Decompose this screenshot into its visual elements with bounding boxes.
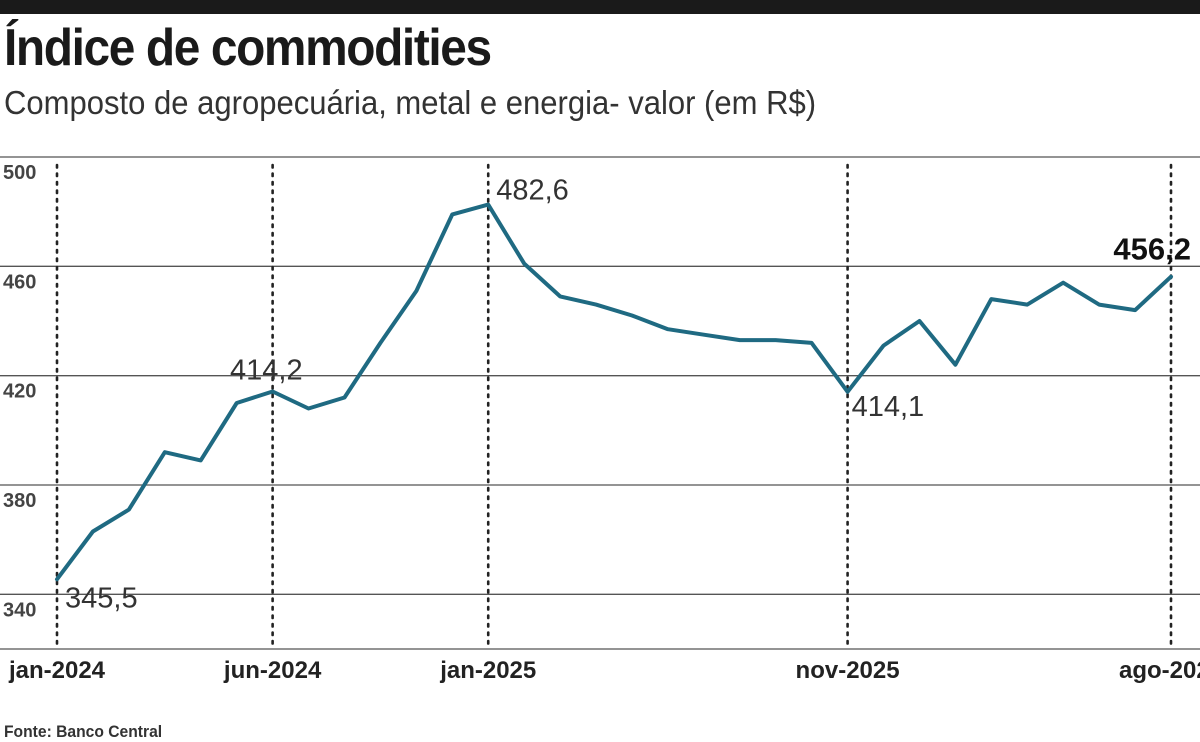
chart-title: Índice de commodities: [4, 19, 492, 77]
annotation-label-414,2: 414,2: [230, 355, 303, 387]
x-tick-label-ago-2026: ago-2026: [1119, 657, 1200, 684]
x-tick-label-nov-2025: nov-2025: [796, 657, 900, 684]
x-tick-label-jan-2024: jan-2024: [8, 657, 106, 684]
x-tick-label-jun-2024: jun-2024: [223, 657, 322, 684]
source-note: Fonte: Banco Central: [4, 722, 163, 741]
annotation-label-345,5: 345,5: [65, 582, 138, 614]
line-chart: 340 380 420 460 500 jan-2024 jun-2024 jan-2025 n…: [0, 156, 1200, 684]
y-tick-label-460: 460: [3, 271, 36, 293]
series-line: [55, 202, 1173, 582]
chart-subtitle: Composto de agropecuária, metal e energi…: [4, 84, 817, 121]
annotation-label-414,1: 414,1: [852, 391, 925, 423]
y-tick-label-500: 500: [3, 162, 36, 184]
y-tick-label-340: 340: [3, 599, 36, 621]
top-bar: [0, 0, 1200, 14]
annotation-label-482,6: 482,6: [496, 175, 569, 207]
y-tick-label-420: 420: [3, 381, 36, 403]
y-tick-label-380: 380: [3, 490, 36, 512]
x-tick-label-jan-2025: jan-2025: [439, 657, 536, 684]
annotation-label-456,2: 456,2: [1113, 232, 1191, 267]
